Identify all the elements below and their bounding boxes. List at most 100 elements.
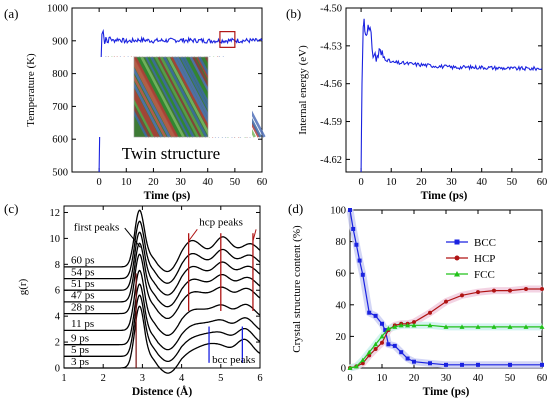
hcp-marker [460, 293, 464, 298]
legend-label: FCC [474, 269, 495, 281]
fcc-marker [459, 324, 465, 329]
x-tick-label: 10 [377, 373, 388, 384]
y-tick-label: 0 [55, 364, 60, 375]
y-tick-label: -4.50 [320, 4, 342, 15]
y-tick-label: 1000 [47, 4, 68, 15]
y-tick-label: -4.56 [320, 79, 342, 90]
legend-label: HCP [474, 253, 495, 265]
y-tick-label: 12 [50, 208, 61, 219]
legend-marker [454, 255, 460, 261]
hcp-marker [492, 288, 496, 293]
y-tick-label: 2 [55, 338, 60, 349]
fcc-marker [491, 324, 497, 329]
panel-label: (b) [286, 6, 301, 21]
x-tick-label: 10 [121, 177, 132, 188]
inset-stripe [163, 56, 208, 138]
series-label: 51 ps [71, 278, 95, 290]
rdf-curve [64, 209, 261, 273]
bcc-marker [357, 258, 362, 263]
panel-label: (d) [288, 201, 303, 216]
twin-structure-inset [94, 56, 266, 138]
y-tick-label: 80 [336, 237, 347, 248]
annotation-bcc-peaks: bcc peaks [212, 354, 255, 366]
bcc-marker [460, 362, 464, 367]
hcp-marker [373, 347, 378, 352]
fcc-marker [539, 324, 545, 329]
fcc-marker [379, 333, 385, 339]
inset-stripe [154, 56, 200, 138]
x-tick-label: 0 [97, 177, 102, 188]
x-tick-label: 10 [386, 177, 397, 188]
fcc-marker [411, 322, 417, 328]
fcc-marker [507, 324, 513, 329]
x-tick-label: 30 [175, 177, 186, 188]
series-label: 5 ps [71, 344, 89, 356]
x-tick-label: 60 [257, 177, 268, 188]
inset-stripe [140, 56, 185, 138]
bcc-marker [386, 342, 391, 347]
panel-2: 0 10 20 30 40 50 60 -4.50 -4.53 -4.56 -4.59 -4.62 Ti… [286, 4, 547, 203]
hcp-marker [380, 340, 384, 345]
bcc-marker [392, 343, 397, 348]
x-axis-label: Distence (Å) [132, 384, 193, 398]
rdf-curve [64, 220, 261, 284]
x-tick-label: 3 [140, 373, 145, 384]
rdf-curve [64, 231, 261, 296]
fcc-marker [392, 324, 398, 329]
bcc-marker [508, 362, 512, 367]
x-tick-label: 40 [202, 177, 213, 188]
y-tick-label: 500 [52, 168, 68, 179]
legend-marker [454, 239, 460, 245]
fcc-marker [373, 341, 379, 347]
bcc-marker [360, 272, 365, 277]
y-tick-label: 100 [330, 206, 346, 217]
fcc-marker [353, 363, 359, 369]
inset-stripe [147, 56, 192, 138]
hcp-marker [360, 361, 365, 366]
series-label: 54 ps [71, 266, 95, 278]
inset-stripe [129, 56, 174, 138]
fcc-marker [398, 322, 404, 328]
x-tick-label: 4 [179, 373, 185, 384]
series-label: 9 ps [71, 332, 89, 344]
panel-1: 0 10 20 30 40 50 60 500 600 700 800 900 1000 Time (ps… [4, 4, 267, 203]
rdf-curve [64, 294, 261, 363]
x-tick-label: 0 [347, 373, 352, 384]
y-tick-label: 0 [341, 364, 346, 375]
fcc-marker [475, 324, 481, 329]
internal-energy-series [360, 18, 543, 173]
panel-4: 0 10 20 30 40 50 60 0 20 40 60 80 100 Time (ps) Crysta… [288, 201, 547, 398]
y-axis-label: Internal energy (eV) [297, 45, 309, 135]
hcp-marker [508, 288, 512, 293]
annotation-first-peaks: first peaks [74, 222, 120, 234]
x-tick-label: 20 [409, 373, 420, 384]
bcc-marker [428, 361, 432, 366]
x-tick-label: 5 [218, 373, 223, 384]
rdf-curve [64, 242, 261, 308]
plot-frame [63, 205, 261, 369]
series-label: 3 ps [71, 356, 89, 368]
inset-stripe [170, 56, 215, 138]
fcc-marker [385, 326, 391, 331]
y-axis-label: g(r) [17, 278, 29, 295]
x-tick-label: 30 [446, 177, 457, 188]
x-tick-label: 20 [416, 177, 427, 188]
series-label: 60 ps [71, 255, 95, 267]
y-tick-label: -4.62 [320, 155, 342, 166]
bcc-marker [444, 362, 448, 367]
zoom-marker [219, 31, 236, 48]
fcc-marker [347, 365, 353, 370]
inset-stripe [137, 56, 182, 138]
y-tick-label: -4.53 [320, 41, 342, 52]
rdf-curve [64, 283, 261, 351]
fcc-marker [523, 324, 529, 329]
bcc-marker [476, 362, 480, 367]
legend-label: BCC [474, 237, 496, 249]
bcc-marker [399, 350, 404, 355]
fcc-marker [366, 349, 372, 355]
y-tick-label: 800 [52, 69, 68, 80]
y-tick-label: 8 [55, 260, 60, 271]
fcc-marker [443, 324, 449, 329]
